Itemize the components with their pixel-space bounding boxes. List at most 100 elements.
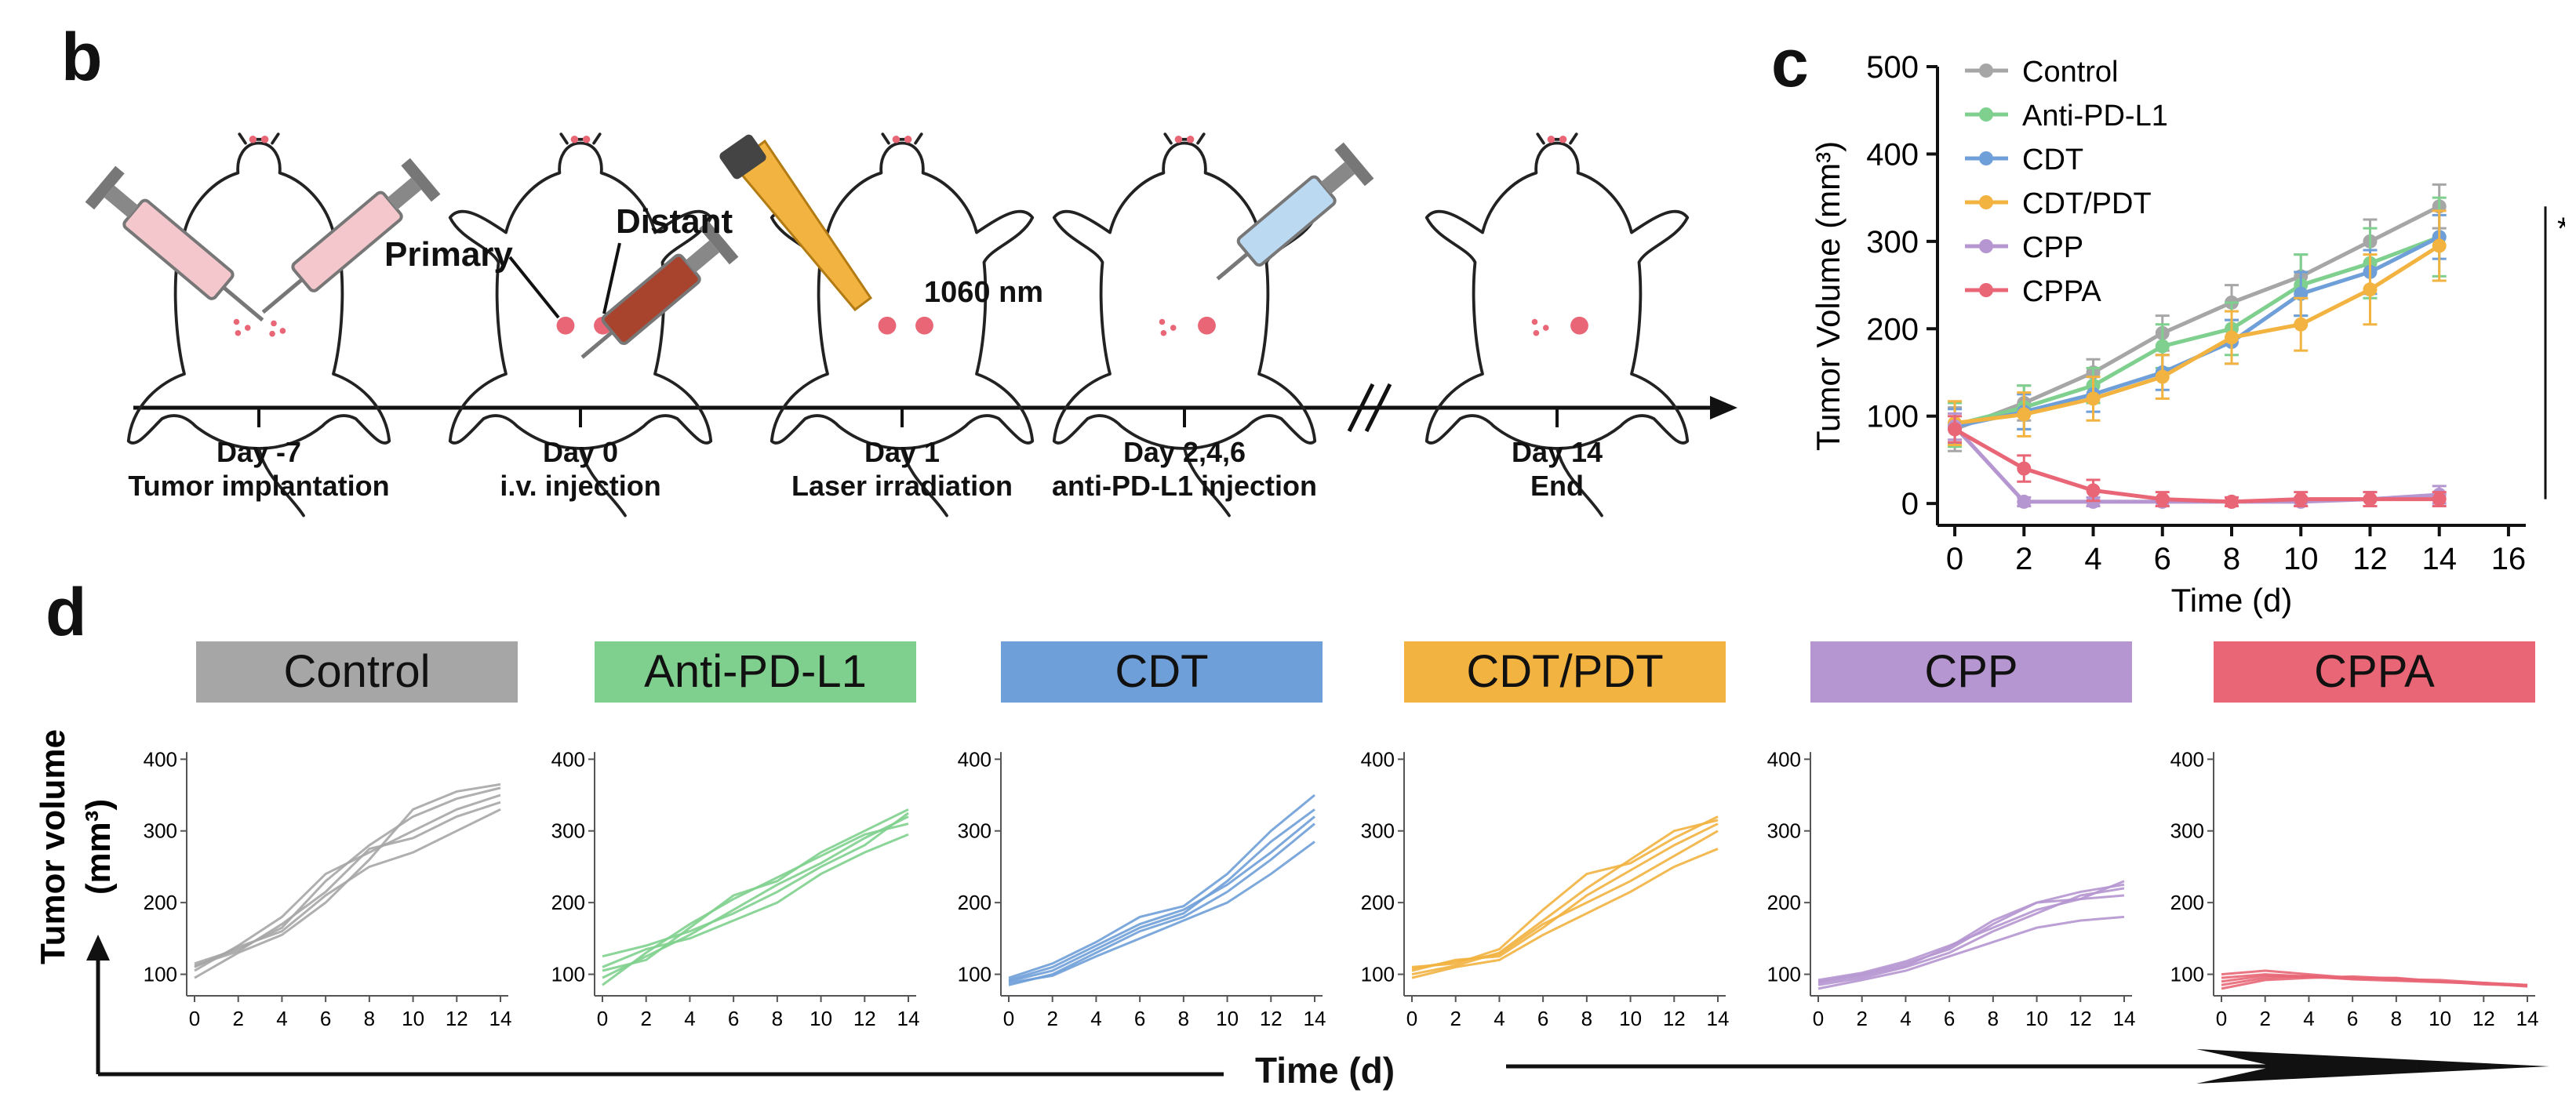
x-tick-label: 12 — [2352, 542, 2388, 576]
significance-label: * — [2557, 212, 2565, 246]
series-line — [1954, 205, 2440, 431]
x-tick-label: 2 — [1046, 1007, 1057, 1030]
individual-growth-line — [602, 815, 909, 979]
series-line — [1954, 234, 2440, 427]
group-label-cdt-pdt: CDT/PDT — [1404, 641, 1726, 703]
y-tick-label: 200 — [144, 891, 177, 914]
group-label-cpp: CPP — [1810, 641, 2132, 703]
x-tick-label: 14 — [2516, 1007, 2539, 1030]
y-axis-label: Tumor Volume (mm³) — [1810, 141, 1846, 451]
individual-growth-line — [602, 823, 909, 986]
data-point — [2432, 238, 2447, 253]
individual-growth-line — [1008, 841, 1315, 985]
y-tick-label: 300 — [2170, 819, 2204, 843]
small-chart-cppa: 100 200 300 400 0 2 4 6 8 10 12 14 — [2170, 747, 2539, 1030]
data-point — [2363, 492, 2378, 507]
timeline-arrowhead — [1710, 396, 1737, 419]
laser-wavelength-label: 1060 nm — [924, 276, 1044, 309]
individual-growth-line — [602, 812, 909, 958]
x-tick-label: 14 — [1304, 1007, 1326, 1030]
y-tick-label: 400 — [551, 747, 585, 771]
data-point — [2294, 492, 2309, 507]
y-tick-label: 100 — [144, 963, 177, 986]
x-tick-label: 6 — [1134, 1007, 1145, 1030]
x-tick-label: 0 — [1406, 1007, 1417, 1030]
data-point — [2086, 391, 2101, 406]
series-cppa — [1948, 415, 2447, 509]
y-tick-label: 200 — [2170, 891, 2204, 914]
y-tick-label: 200 — [958, 891, 991, 914]
syringe-icon — [1216, 142, 1374, 281]
y-tick-label: 200 — [1361, 891, 1395, 914]
legend-swatch-marker — [1979, 107, 1993, 122]
x-tick-label: 14 — [489, 1007, 512, 1030]
mouse-illustration-day-minus-7 — [126, 133, 391, 518]
primary-tumor-label: Primary — [384, 235, 513, 274]
legend-swatch-marker — [1979, 283, 1993, 297]
timeline-day-label: Day 2,4,6 anti-PD-L1 injection — [1051, 436, 1317, 503]
data-point — [2225, 494, 2239, 509]
x-tick-label: 10 — [2025, 1007, 2048, 1030]
x-tick-label: 0 — [2216, 1007, 2227, 1030]
x-tick-label: 8 — [1988, 1007, 1999, 1030]
individual-growth-line — [2221, 973, 2528, 987]
panel-d-xlabel: Time (d) — [1255, 1050, 1395, 1091]
x-tick-label: 10 — [810, 1007, 832, 1030]
syringe-icon — [85, 165, 264, 322]
series-line — [1954, 244, 2441, 426]
individual-growth-line — [194, 808, 501, 968]
distant-tumor-label: Distant — [616, 202, 733, 241]
panel-d-ylabel-line1: Tumor volume — [34, 729, 72, 964]
individual-growth-line — [194, 786, 501, 965]
x-tick-label: 4 — [1090, 1007, 1101, 1030]
x-tick-label: 16 — [2491, 542, 2527, 576]
panel-letter-c: c — [1771, 26, 1809, 101]
x-tick-label: 12 — [2069, 1007, 2092, 1030]
individual-growth-line — [1817, 887, 2125, 986]
data-point — [2017, 407, 2032, 422]
individual-growth-line — [1411, 815, 1719, 968]
y-tick-label: 200 — [1767, 891, 1801, 914]
y-tick-label: 300 — [551, 819, 585, 843]
legend-label: Control — [2022, 56, 2119, 89]
y-tick-label: 100 — [551, 963, 585, 986]
data-point — [1948, 422, 1963, 437]
y-tick-label: 0 — [1901, 487, 1919, 521]
x-tick-label: 12 — [446, 1007, 468, 1030]
data-point — [2363, 282, 2378, 297]
legend-swatch-marker — [1979, 151, 1993, 165]
series-line — [1953, 427, 2440, 504]
x-tick-label: 4 — [276, 1007, 287, 1030]
x-tick-label: 0 — [1003, 1007, 1014, 1030]
x-tick-label: 6 — [320, 1007, 331, 1030]
individual-growth-line — [1008, 808, 1315, 983]
x-tick-label: 12 — [1663, 1007, 1686, 1030]
timeline-ticks — [257, 408, 1559, 427]
individual-growth-line — [1411, 830, 1719, 970]
legend-label: CDT/PDT — [2022, 187, 2152, 220]
x-tick-label: 6 — [2347, 1007, 2358, 1030]
x-tick-label: 12 — [1260, 1007, 1283, 1030]
y-tick-label: 100 — [2170, 963, 2204, 986]
treatment-timeline-schematic — [85, 133, 1737, 518]
timeline-day-label: Day 1 Laser irradiation — [791, 436, 1013, 503]
x-tick-label: 2 — [640, 1007, 651, 1030]
individual-growth-line — [1008, 794, 1315, 979]
individual-growth-line — [1817, 915, 2125, 990]
mouse-illustration-day-2-4-6 — [1052, 133, 1317, 518]
data-point — [2155, 492, 2170, 507]
legend-label: CPPA — [2022, 275, 2101, 308]
group-label-cppa: CPPA — [2214, 641, 2535, 703]
y-tick-label: 500 — [1866, 50, 1919, 85]
x-tick-label: 0 — [189, 1007, 200, 1030]
x-tick-label: 10 — [2429, 1007, 2451, 1030]
legend-swatch-marker — [1979, 195, 1993, 209]
x-tick-label: 8 — [2391, 1007, 2402, 1030]
x-tick-label: 8 — [1178, 1007, 1189, 1030]
y-tick-label: 400 — [144, 747, 177, 771]
x-tick-label: 0 — [1946, 542, 1963, 576]
y-tick-label: 100 — [1361, 963, 1395, 986]
x-tick-label: 2 — [2259, 1007, 2270, 1030]
x-tick-label: 2 — [232, 1007, 243, 1030]
